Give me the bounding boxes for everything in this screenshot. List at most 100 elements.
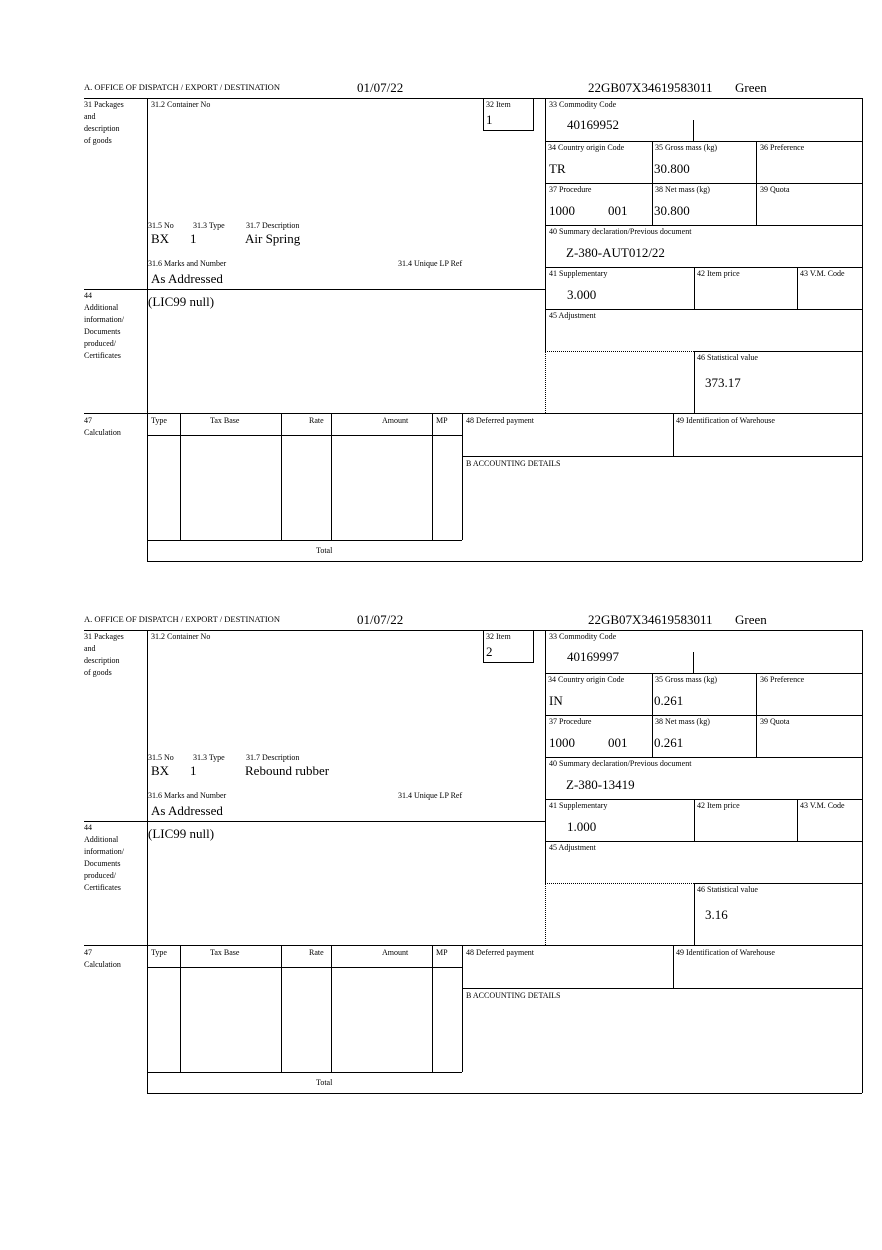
label-previous-document: 40 Summary declaration/Previous document — [549, 227, 692, 236]
calc-col-tax-base: Tax Base — [210, 416, 240, 425]
form-rule — [545, 799, 862, 800]
label-31-line: of goods — [84, 136, 112, 145]
form-rule — [545, 225, 862, 226]
form-rule — [545, 309, 862, 310]
label-item-price: 42 Item price — [697, 269, 740, 278]
label-adjustment: 45 Adjustment — [549, 311, 596, 320]
previous-document: Z-380-AUT012/22 — [566, 245, 665, 260]
label-supplementary: 41 Supplementary — [549, 801, 608, 810]
form-rule — [462, 413, 463, 540]
label-description: 31.7 Description — [246, 221, 300, 230]
label-31-line: 31 Packages — [84, 632, 124, 641]
country-origin: IN — [549, 693, 563, 708]
calc-col-amount: Amount — [382, 948, 409, 957]
dotted-divider — [545, 883, 546, 945]
net-mass: 0.261 — [654, 735, 684, 750]
form-rule — [545, 757, 862, 758]
label-44-line: Certificates — [84, 351, 121, 360]
label-44-line: information/ — [84, 315, 124, 324]
commodity-code: 40169952 — [567, 117, 619, 132]
label-47-line: 47 — [84, 416, 92, 425]
package-no: BX — [151, 763, 170, 778]
procedure-code: 1000 — [549, 203, 575, 218]
label-31-line: 31 Packages — [84, 100, 124, 109]
label-31-line: description — [84, 656, 120, 665]
label-31-line: description — [84, 124, 120, 133]
declaration-item-block: A. OFFICE OF DISPATCH / EXPORT / DESTINA… — [0, 613, 882, 1110]
label-container-no: 31.2 Container No — [151, 100, 211, 109]
calc-col-tax-base: Tax Base — [210, 948, 240, 957]
form-rule — [84, 413, 862, 414]
form-rule — [694, 267, 695, 309]
form-rule — [462, 945, 463, 1072]
label-44-line: Certificates — [84, 883, 121, 892]
form-rule — [147, 561, 862, 562]
calc-col-mp: MP — [436, 416, 448, 425]
label-44-line: Documents — [84, 327, 121, 336]
label-adjustment: 45 Adjustment — [549, 843, 596, 852]
form-rule — [694, 351, 862, 352]
form-rule — [694, 351, 695, 413]
calc-total-label: Total — [316, 546, 333, 555]
label-country-origin: 34 Country origin Code — [548, 143, 625, 152]
form-rule — [756, 141, 757, 225]
item-box — [483, 98, 534, 131]
form-rule — [673, 945, 674, 988]
form-rule — [180, 945, 181, 1072]
label-procedure: 37 Procedure — [549, 717, 592, 726]
form-rule — [84, 630, 862, 631]
label-item: 32 Item — [486, 100, 511, 109]
package-type: 1 — [190, 763, 197, 778]
form-rule — [862, 98, 863, 561]
label-procedure: 37 Procedure — [549, 185, 592, 194]
label-accounting-details: B ACCOUNTING DETAILS — [466, 459, 561, 468]
label-package-no: 31.5 No — [148, 753, 174, 762]
label-44-line: 44 — [84, 291, 92, 300]
label-container-no: 31.2 Container No — [151, 632, 211, 641]
additional-information: (LIC99 null) — [148, 826, 215, 841]
goods-description: Air Spring — [245, 231, 301, 246]
statistical-value: 373.17 — [705, 375, 741, 390]
form-rule — [147, 630, 148, 1093]
form-rule — [545, 267, 862, 268]
label-marks: 31.6 Marks and Number — [148, 259, 227, 268]
label-unique-lp-ref: 31.4 Unique LP Ref — [398, 791, 463, 800]
previous-document: Z-380-13419 — [566, 777, 635, 792]
commodity-code: 40169997 — [567, 649, 619, 664]
label-commodity-code: 33 Commodity Code — [549, 632, 617, 641]
label-vm-code: 43 V.M. Code — [800, 801, 845, 810]
goods-description: Rebound rubber — [245, 763, 330, 778]
label-description: 31.7 Description — [246, 753, 300, 762]
additional-information: (LIC99 null) — [148, 294, 215, 309]
label-vm-code: 43 V.M. Code — [800, 269, 845, 278]
label-31-line: of goods — [84, 668, 112, 677]
route-status: Green — [735, 80, 767, 95]
label-44-line: Documents — [84, 859, 121, 868]
supplementary-units: 3.000 — [567, 287, 597, 302]
label-gross-mass: 35 Gross mass (kg) — [655, 675, 717, 684]
label-accounting-details: B ACCOUNTING DETAILS — [466, 991, 561, 1000]
calc-col-rate: Rate — [309, 416, 324, 425]
form-rule — [462, 988, 862, 989]
form-rule — [756, 673, 757, 757]
supplementary-units: 1.000 — [567, 819, 597, 834]
form-rule — [693, 652, 694, 673]
form-rule — [147, 98, 148, 561]
label-deferred-payment: 48 Deferred payment — [466, 416, 534, 425]
declaration-reference: 22GB07X34619583011 — [588, 612, 713, 627]
form-rule — [797, 799, 798, 841]
item-box — [483, 630, 534, 663]
form-rule — [84, 821, 545, 822]
label-net-mass: 38 Net mass (kg) — [655, 717, 710, 726]
form-rule — [545, 715, 862, 716]
label-package-type: 31.3 Type — [193, 221, 225, 230]
calc-col-amount: Amount — [382, 416, 409, 425]
form-rule — [84, 289, 545, 290]
form-rule — [147, 967, 462, 968]
label-net-mass: 38 Net mass (kg) — [655, 185, 710, 194]
declaration-date: 01/07/22 — [357, 80, 404, 95]
office-label: A. OFFICE OF DISPATCH / EXPORT / DESTINA… — [84, 82, 280, 92]
gross-mass: 30.800 — [654, 161, 690, 176]
form-rule — [652, 673, 653, 757]
